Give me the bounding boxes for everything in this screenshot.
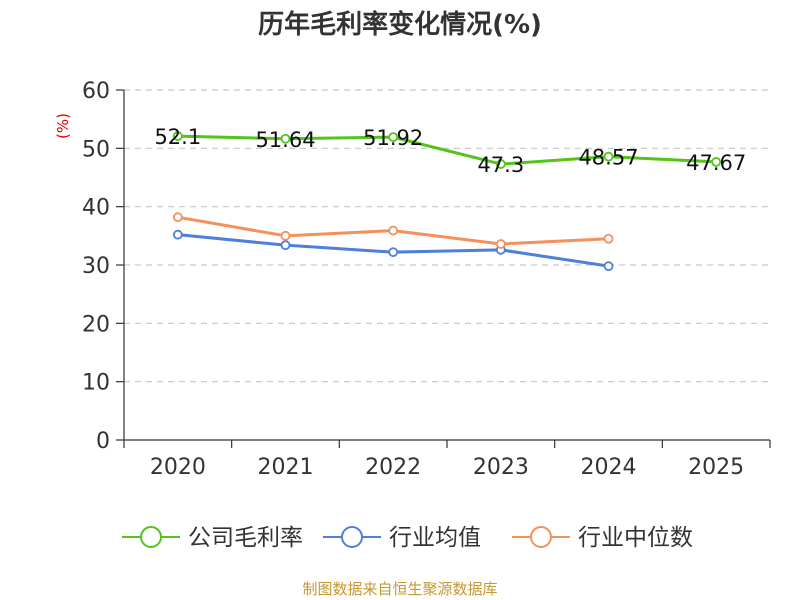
y-tick-label: 40	[82, 196, 110, 221]
x-tick-label-2023: 2023	[473, 455, 529, 480]
legend-marker-0[interactable]	[140, 526, 162, 548]
data-point-0-2020[interactable]	[172, 131, 183, 141]
data-point-0-2021[interactable]	[280, 133, 291, 144]
data-point-0-2024[interactable]	[603, 151, 614, 162]
y-tick-label: 20	[82, 312, 110, 337]
data-point-1-2020[interactable]	[172, 229, 183, 240]
legend-marker-1[interactable]	[341, 526, 363, 548]
data-point-2-2023[interactable]	[495, 239, 506, 249]
y-tick-label: 50	[82, 137, 110, 162]
data-point-2-2021[interactable]	[280, 230, 291, 241]
source-note: 制图数据来自恒生聚源数据库	[302, 580, 498, 598]
legend-label-1[interactable]: 行业均值	[389, 525, 481, 551]
y-tick-label: 60	[82, 79, 110, 104]
data-label-2024: 48.57	[578, 146, 638, 170]
x-tick-label-2024: 2024	[581, 455, 637, 480]
y-tick-label: 10	[82, 371, 110, 396]
data-point-2-2022[interactable]	[388, 225, 399, 236]
data-point-0-2023[interactable]	[495, 159, 506, 169]
data-label-2021: 51.64	[255, 128, 315, 152]
x-tick-label-2022: 2022	[365, 455, 421, 480]
data-label-2022: 51.92	[363, 126, 423, 150]
data-label-2020: 52.1	[154, 125, 201, 149]
data-label-2023: 47.3	[477, 153, 524, 177]
y-tick-label: 30	[82, 254, 110, 279]
data-point-0-2022[interactable]	[388, 132, 399, 143]
data-point-2-2024[interactable]	[603, 233, 614, 244]
x-tick-label-2020: 2020	[150, 455, 206, 480]
data-point-0-2025[interactable]	[711, 157, 722, 167]
legend: 公司毛利率 行业均值 行业中位数	[122, 525, 693, 551]
legend-label-0[interactable]: 公司毛利率	[188, 525, 303, 551]
x-tick-label-2025: 2025	[688, 455, 744, 480]
y-axis-label: (%)	[54, 113, 72, 139]
legend-label-2[interactable]: 行业中位数	[578, 525, 693, 551]
y-tick-label: 0	[96, 429, 110, 454]
series-layer	[172, 131, 722, 272]
data-point-1-2024[interactable]	[603, 261, 614, 272]
series-line-0	[177, 134, 717, 166]
data-labels: 52.1 51.64 51.92 47.3 48.57 47.67	[154, 125, 746, 177]
chart-title: 历年毛利率变化情况(%)	[258, 10, 542, 40]
data-label-2025: 47.67	[686, 151, 746, 175]
data-point-1-2022[interactable]	[388, 247, 399, 258]
x-tick-label-2021: 2021	[258, 455, 314, 480]
grid-lines	[124, 89, 770, 383]
data-point-2-2020[interactable]	[172, 212, 183, 223]
legend-marker-2[interactable]	[530, 526, 552, 548]
data-point-1-2021[interactable]	[280, 240, 291, 251]
axes: 0 10 20 30 40 50 60 2020 2021 2022 2023 2024 2025	[82, 79, 771, 480]
